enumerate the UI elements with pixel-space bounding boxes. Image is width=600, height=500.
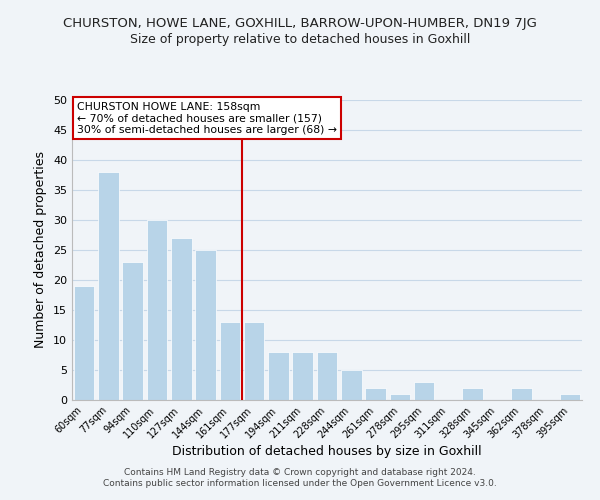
Bar — [74, 286, 94, 400]
Bar — [220, 322, 240, 400]
Bar — [292, 352, 313, 400]
Bar — [560, 394, 580, 400]
Bar — [463, 388, 483, 400]
Bar — [244, 322, 265, 400]
Bar — [317, 352, 337, 400]
Bar — [146, 220, 167, 400]
Bar — [414, 382, 434, 400]
Y-axis label: Number of detached properties: Number of detached properties — [34, 152, 47, 348]
Bar — [195, 250, 216, 400]
Bar — [171, 238, 191, 400]
Bar — [268, 352, 289, 400]
Bar — [341, 370, 362, 400]
Bar — [122, 262, 143, 400]
Bar — [511, 388, 532, 400]
Bar — [98, 172, 119, 400]
Text: CHURSTON, HOWE LANE, GOXHILL, BARROW-UPON-HUMBER, DN19 7JG: CHURSTON, HOWE LANE, GOXHILL, BARROW-UPO… — [63, 18, 537, 30]
X-axis label: Distribution of detached houses by size in Goxhill: Distribution of detached houses by size … — [172, 446, 482, 458]
Text: Contains HM Land Registry data © Crown copyright and database right 2024.
Contai: Contains HM Land Registry data © Crown c… — [103, 468, 497, 487]
Bar — [389, 394, 410, 400]
Text: CHURSTON HOWE LANE: 158sqm
← 70% of detached houses are smaller (157)
30% of sem: CHURSTON HOWE LANE: 158sqm ← 70% of deta… — [77, 102, 337, 134]
Bar — [365, 388, 386, 400]
Text: Size of property relative to detached houses in Goxhill: Size of property relative to detached ho… — [130, 32, 470, 46]
